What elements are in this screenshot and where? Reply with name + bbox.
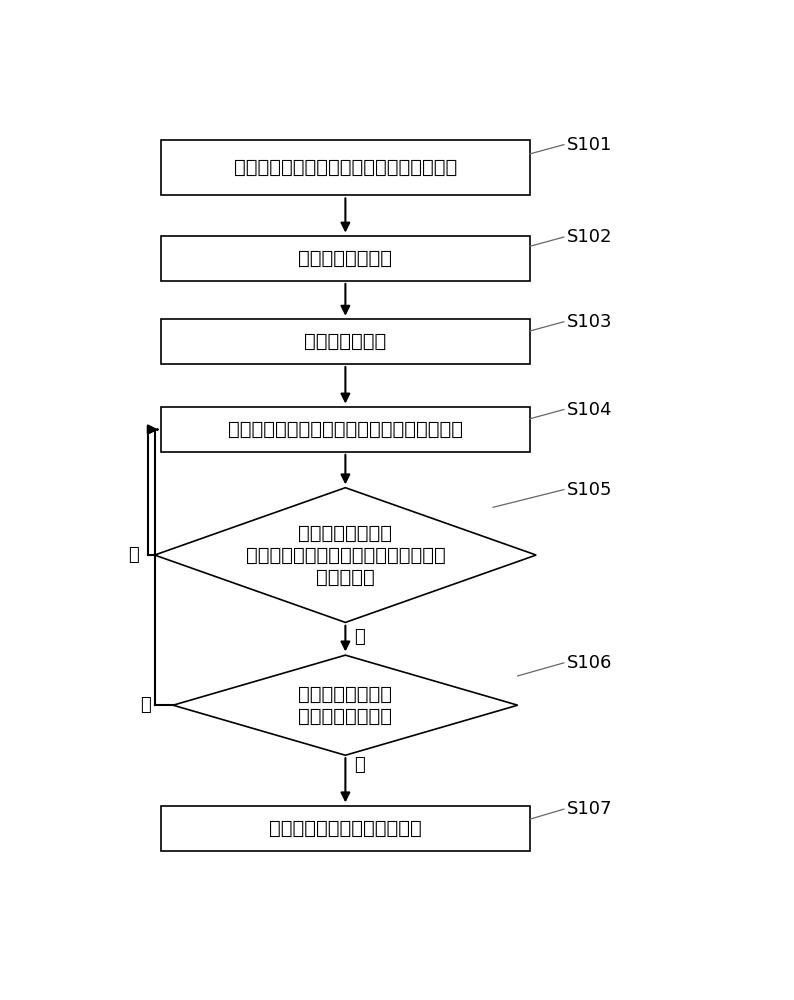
- Text: 判断开环点电压差
是否满足收敛条件: 判断开环点电压差 是否满足收敛条件: [299, 685, 392, 726]
- Text: S105: S105: [567, 481, 612, 499]
- Bar: [160, 140, 530, 195]
- Text: S106: S106: [567, 654, 612, 672]
- Polygon shape: [173, 655, 518, 755]
- Text: S107: S107: [567, 800, 612, 818]
- Text: S103: S103: [567, 313, 612, 331]
- Bar: [160, 319, 530, 364]
- Bar: [160, 236, 530, 281]
- Text: 读入网络参数，解环，并形成功率补偿矩阵: 读入网络参数，解环，并形成功率补偿矩阵: [233, 158, 457, 177]
- Text: S104: S104: [567, 401, 612, 419]
- Text: S101: S101: [567, 136, 612, 154]
- Bar: [160, 407, 530, 452]
- Text: 否: 否: [140, 696, 151, 714]
- Text: 是: 是: [355, 756, 365, 774]
- Text: S102: S102: [567, 228, 612, 246]
- Text: 计算末梢节点注入电流和非末梢节点注入电流: 计算末梢节点注入电流和非末梢节点注入电流: [228, 420, 463, 439]
- Text: 初始化网络电压: 初始化网络电压: [304, 332, 387, 351]
- Text: 否: 否: [128, 546, 138, 564]
- Text: 计算各节点电压，
判断两次回代间节点电压变化量是否满
足收敛条件: 计算各节点电压， 判断两次回代间节点电压变化量是否满 足收敛条件: [245, 524, 445, 587]
- Bar: [160, 806, 530, 851]
- Text: 计算结束，输出潮流计算结果: 计算结束，输出潮流计算结果: [269, 819, 422, 838]
- Polygon shape: [155, 488, 536, 622]
- Text: 是: 是: [355, 628, 365, 646]
- Text: 形成分层节点数组: 形成分层节点数组: [299, 249, 392, 268]
